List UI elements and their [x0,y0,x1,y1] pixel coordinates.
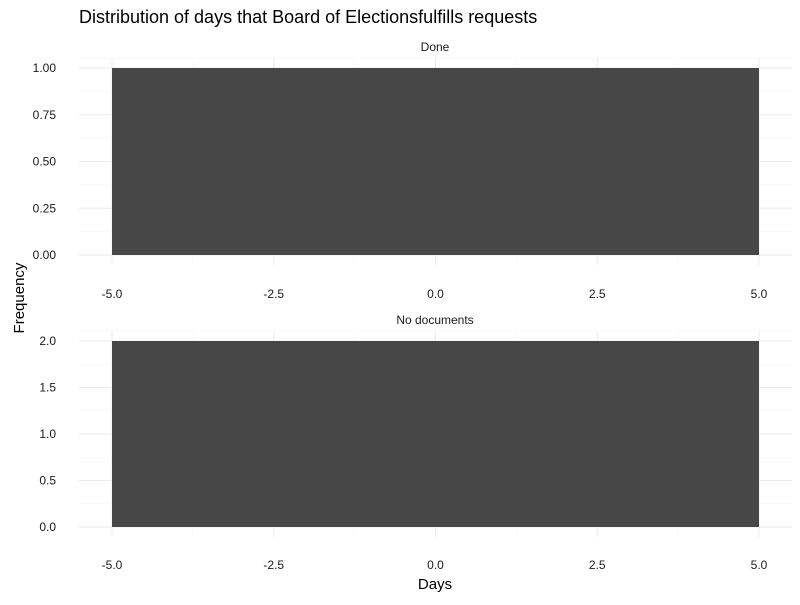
y-tick-label: 2.0 [39,334,56,348]
x-tick-label: 5.0 [751,558,768,572]
x-tick-label: -2.5 [263,558,284,572]
x-tick-label: 0.0 [427,287,444,301]
x-tick-label: 5.0 [751,287,768,301]
y-tick-label: 1.00 [33,61,57,75]
x-tick-label: 2.5 [589,558,606,572]
facet-strip-label: No documents [396,313,473,327]
histogram-bar [112,68,759,255]
y-tick-label: 0.75 [33,108,57,122]
y-tick-label: 0.25 [33,201,57,215]
facet-strip-label: Done [421,40,450,54]
y-tick-label: 1.5 [39,381,56,395]
x-tick-label: -2.5 [263,287,284,301]
facet-no-documents: 0.0 0.5 1.0 1.5 2.0 -5.0 -2.5 0.0 2.5 5.0 No docum… [39,313,792,572]
x-axis-label: Days [418,576,452,593]
y-tick-label: 0.0 [39,520,56,534]
x-tick-label: -5.0 [102,287,123,301]
chart-title: Distribution of days that Board of Elect… [79,7,537,27]
x-tick-label: -5.0 [102,558,123,572]
y-tick-label: 0.00 [33,248,57,262]
y-axis-label: Frequency [11,262,28,333]
y-tick-label: 1.0 [39,427,56,441]
y-tick-label: 0.50 [33,155,57,169]
y-tick-label: 0.5 [39,474,56,488]
x-tick-label: 2.5 [589,287,606,301]
facet-done: 0.00 0.25 0.50 0.75 1.00 -5.0 -2.5 0.0 2.5 5.0 Don… [33,40,792,301]
x-tick-label: 0.0 [427,558,444,572]
histogram-bar [112,341,759,527]
